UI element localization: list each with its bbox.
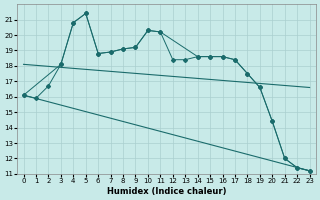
X-axis label: Humidex (Indice chaleur): Humidex (Indice chaleur) — [107, 187, 226, 196]
